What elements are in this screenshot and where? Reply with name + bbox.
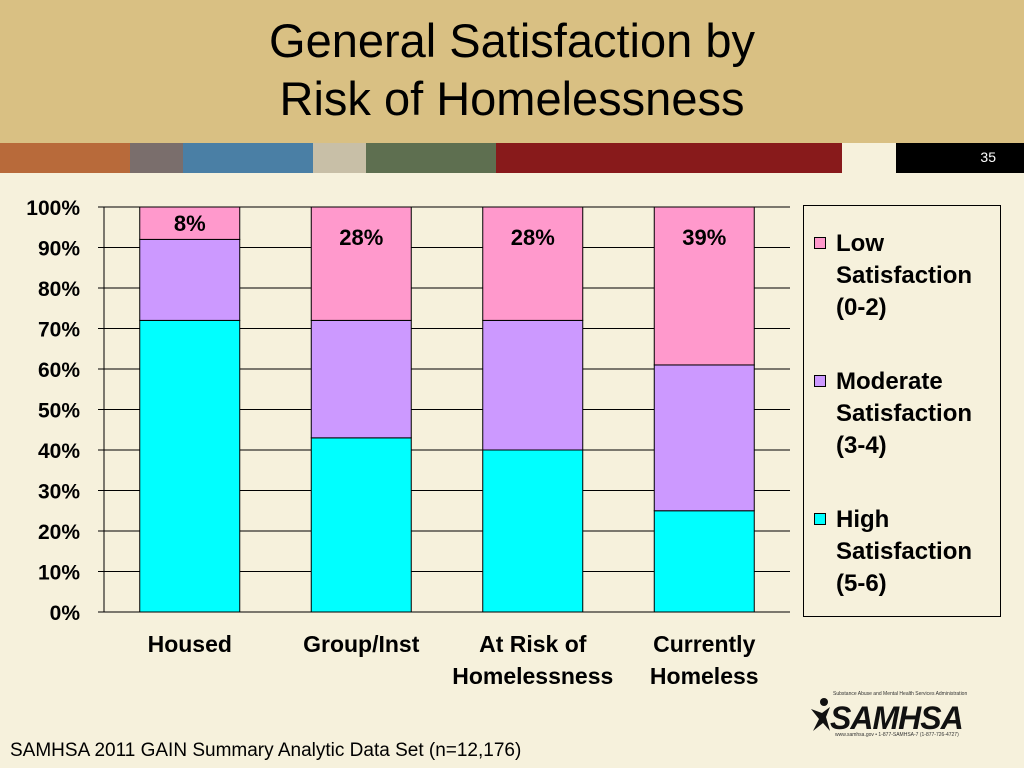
legend-label-line: Satisfaction xyxy=(836,400,973,427)
x-tick-label: Housed xyxy=(148,631,232,657)
band-segment-3 xyxy=(183,143,313,173)
bar-segment xyxy=(310,206,412,321)
legend-label: High Satisfaction (5-6) xyxy=(836,504,1001,600)
header-band xyxy=(0,0,1024,143)
x-tick-label: At Risk of xyxy=(479,631,587,657)
legend-label: Moderate Satisfaction (3-4) xyxy=(836,366,1001,462)
band-segment-4 xyxy=(313,143,366,173)
bar-segment xyxy=(310,319,412,439)
title-line-2: Risk of Homelessness xyxy=(279,72,745,125)
legend-label-line: Moderate xyxy=(836,368,943,395)
y-tick-label: 20% xyxy=(38,521,80,544)
slide-number: 35 xyxy=(980,149,996,165)
legend-label-line: Satisfaction xyxy=(836,538,973,565)
y-axis-ticks: 0% 10% 20% 30% 40% 50% 60% 70% 80% 90% 100% xyxy=(26,197,80,625)
bar-segment xyxy=(482,449,584,613)
data-label: 8% xyxy=(174,211,206,236)
slide-title: General Satisfaction by Risk of Homeless… xyxy=(0,12,1024,128)
y-tick-label: 100% xyxy=(26,197,80,220)
legend-swatch xyxy=(814,375,826,387)
bar-segment xyxy=(139,238,241,321)
samhsa-figure-icon xyxy=(811,698,830,731)
y-tick-label: 70% xyxy=(38,319,80,342)
y-tick-label: 50% xyxy=(38,400,80,423)
band-segment-1 xyxy=(0,143,130,173)
x-tick-label: Homelessness xyxy=(452,663,613,689)
legend-label-line: (5-6) xyxy=(836,570,887,597)
y-tick-label: 40% xyxy=(38,440,80,463)
chart-legend: Low Satisfaction (0-2) Moderate Satisfaction… xyxy=(803,205,1001,617)
bar-segment xyxy=(482,319,584,451)
bar-segment xyxy=(482,206,584,321)
legend-label-line: Low xyxy=(836,230,884,257)
y-tick-label: 80% xyxy=(38,278,80,301)
y-tick-label: 0% xyxy=(50,602,81,625)
bar-segment xyxy=(653,510,755,613)
x-tick-label: Homeless xyxy=(650,663,759,689)
bar-segment xyxy=(653,206,755,366)
data-label: 28% xyxy=(339,225,383,250)
slide-number-box: 35 xyxy=(896,143,1024,173)
x-tick-label: Currently xyxy=(653,631,755,657)
data-label: 39% xyxy=(682,225,726,250)
logo-contact: www.samhsa.gov • 1-877-SAMHSA-7 (1-877-7… xyxy=(835,732,959,738)
legend-label-line: High xyxy=(836,506,890,533)
legend-label-line: (0-2) xyxy=(836,294,887,321)
x-axis-labels: Housed Group/Inst At Risk of Homelessness Cu… xyxy=(148,631,759,689)
y-tick-label: 60% xyxy=(38,359,80,382)
legend-label: Low Satisfaction (0-2) xyxy=(836,228,1001,324)
band-segment-6 xyxy=(496,143,842,173)
bar-segment xyxy=(139,206,241,240)
bar-segment xyxy=(653,364,755,512)
y-tick-label: 30% xyxy=(38,481,80,504)
x-tick-label: Group/Inst xyxy=(303,631,420,657)
bars xyxy=(104,206,790,613)
bar-segment xyxy=(310,437,412,613)
title-line-1: General Satisfaction by xyxy=(269,14,755,67)
source-note: SAMHSA 2011 GAIN Summary Analytic Data S… xyxy=(10,740,522,761)
legend-label-line: (3-4) xyxy=(836,432,887,459)
band-segment-2 xyxy=(130,143,183,173)
bar-segment xyxy=(139,319,241,613)
y-tick-label: 10% xyxy=(38,562,80,585)
data-labels: 8% 28% 28% 39% xyxy=(174,211,726,250)
legend-label-line: Satisfaction xyxy=(836,262,973,289)
logo-tagline: Substance Abuse and Mental Health Servic… xyxy=(833,691,968,697)
samhsa-logo-word: SAMHSA xyxy=(830,700,964,736)
y-tick-label: 90% xyxy=(38,238,80,261)
legend-swatch xyxy=(814,513,826,525)
stacked-bar-chart: 0% 10% 20% 30% 40% 50% 60% 70% 80% 90% 100% 8% 28% 2… xyxy=(26,197,790,689)
band-segment-7 xyxy=(842,143,896,173)
data-label: 28% xyxy=(511,225,555,250)
band-segment-5 xyxy=(366,143,496,173)
legend-swatch xyxy=(814,237,826,249)
